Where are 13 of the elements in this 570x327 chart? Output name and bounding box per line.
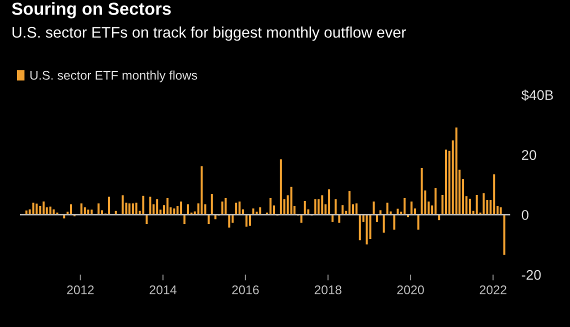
- x-tick-label: 2014: [150, 285, 177, 294]
- y-tick-label: -20: [522, 270, 541, 280]
- y-tick-label: 20: [522, 150, 536, 160]
- chart-title: Souring on Sectors: [12, 2, 171, 18]
- x-tick-label: 2022: [480, 285, 506, 294]
- legend-label: U.S. sector ETF monthly flows: [30, 70, 198, 82]
- x-tick-label: 2016: [232, 285, 259, 294]
- y-tick-label: 0: [522, 210, 528, 220]
- chart-subtitle: U.S. sector ETFs on track for biggest monthly outflow ever: [12, 26, 406, 41]
- x-tick-label: 2012: [67, 285, 94, 294]
- x-tick-label: 2018: [314, 285, 342, 294]
- x-tick-label: 2020: [397, 285, 424, 294]
- y-tick-label: $40B: [521, 90, 553, 101]
